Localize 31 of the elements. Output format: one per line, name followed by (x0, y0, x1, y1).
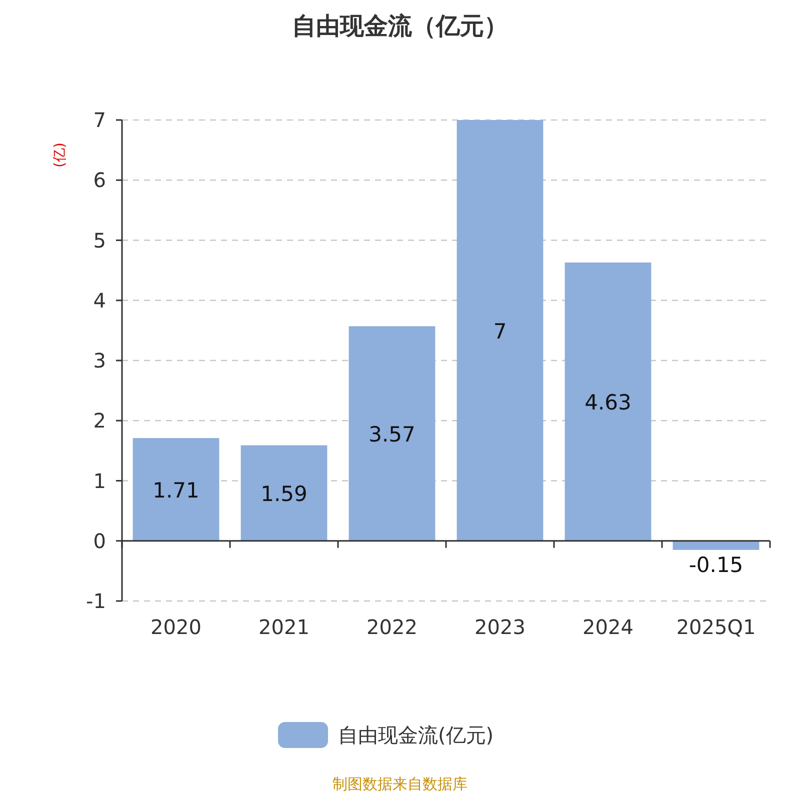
data-label: 1.59 (260, 482, 308, 506)
y-axis-title: (亿) (52, 142, 68, 168)
y-tick-label: -1 (86, 589, 106, 613)
data-label: 7 (493, 319, 507, 344)
y-tick-label: 7 (93, 108, 106, 132)
data-label: 1.71 (152, 478, 200, 502)
x-tick-label: 2021 (258, 615, 310, 639)
data-label: 3.57 (368, 422, 416, 447)
y-tick-label: 5 (93, 228, 106, 252)
y-tick-label: 3 (93, 348, 106, 372)
bar (348, 326, 436, 541)
data-label: 4.63 (584, 390, 632, 415)
bar (564, 262, 652, 541)
chart-title: 自由现金流（亿元） (292, 12, 508, 40)
bar (672, 540, 760, 550)
bar (132, 438, 220, 541)
x-tick-label: 2025Q1 (676, 615, 756, 639)
bar (240, 445, 328, 541)
y-tick-label: 6 (93, 168, 106, 192)
y-tick-label: 1 (93, 468, 106, 493)
x-tick-label: 2023 (474, 615, 526, 639)
y-tick-label: 0 (93, 528, 106, 553)
y-tick-label: 4 (93, 288, 106, 312)
x-tick-label: 2022 (366, 615, 418, 639)
text: 制图数据来自数据库 (332, 775, 468, 793)
x-tick-label: 2020 (150, 615, 202, 639)
bar (456, 120, 544, 541)
data-label: -0.15 (688, 552, 744, 577)
legend-label: 自由现金流(亿元) (338, 723, 494, 747)
x-tick-label: 2024 (582, 615, 634, 639)
y-tick-label: 2 (93, 408, 106, 433)
